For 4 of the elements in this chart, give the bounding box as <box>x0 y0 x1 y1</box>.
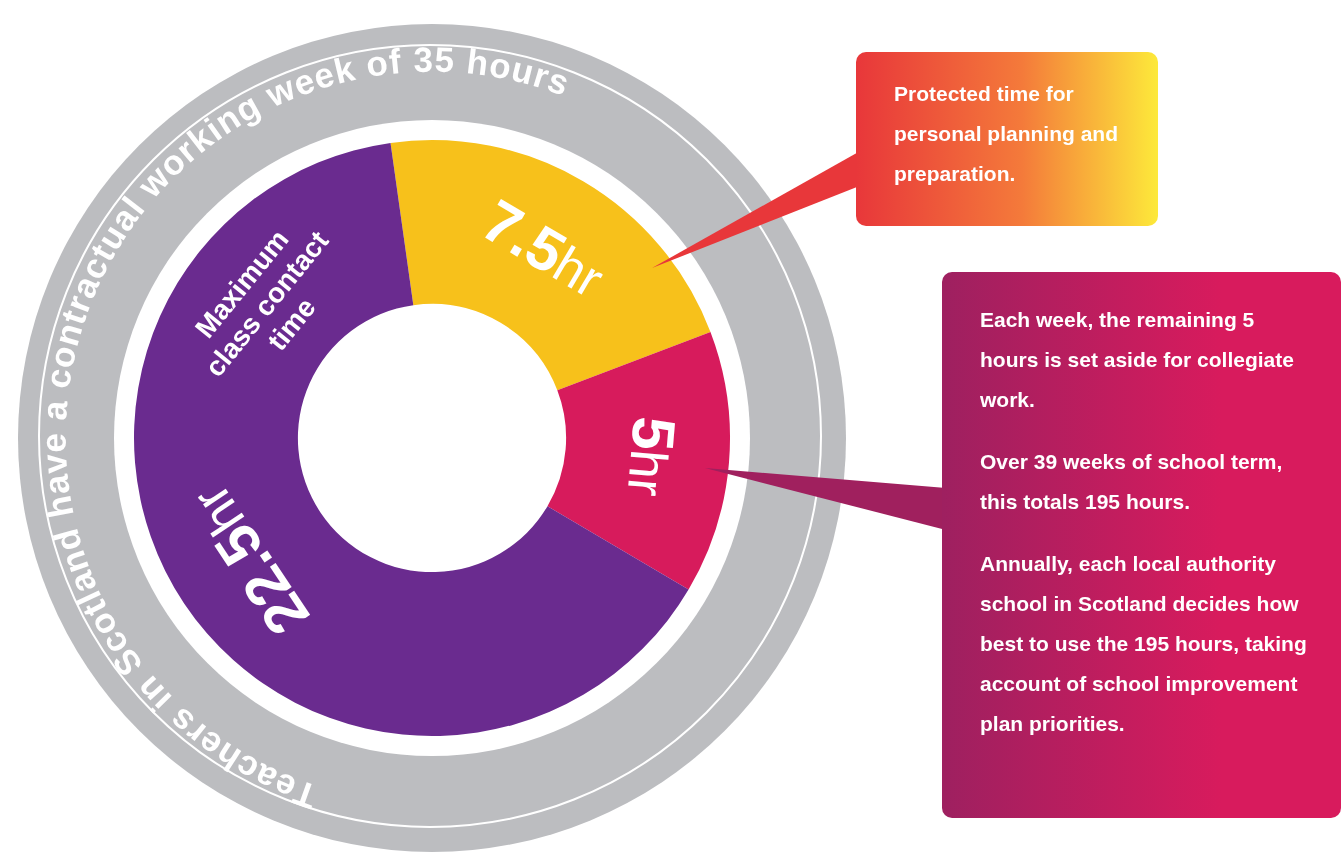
callout-box: Protected time for personal planning and preparation. <box>856 52 1158 226</box>
data-label: 7.5hr <box>471 186 614 309</box>
callout-box: Each week, the remaining 5 hours is set aside for collegiate work. Over 39 weeks of school term, this totals 195 hours. Annually, each local authority school in Scotland decides how best to use the 195 hours, taking account of school improvement plan priorities. <box>942 272 1341 818</box>
data-label: 5hr <box>616 414 688 499</box>
